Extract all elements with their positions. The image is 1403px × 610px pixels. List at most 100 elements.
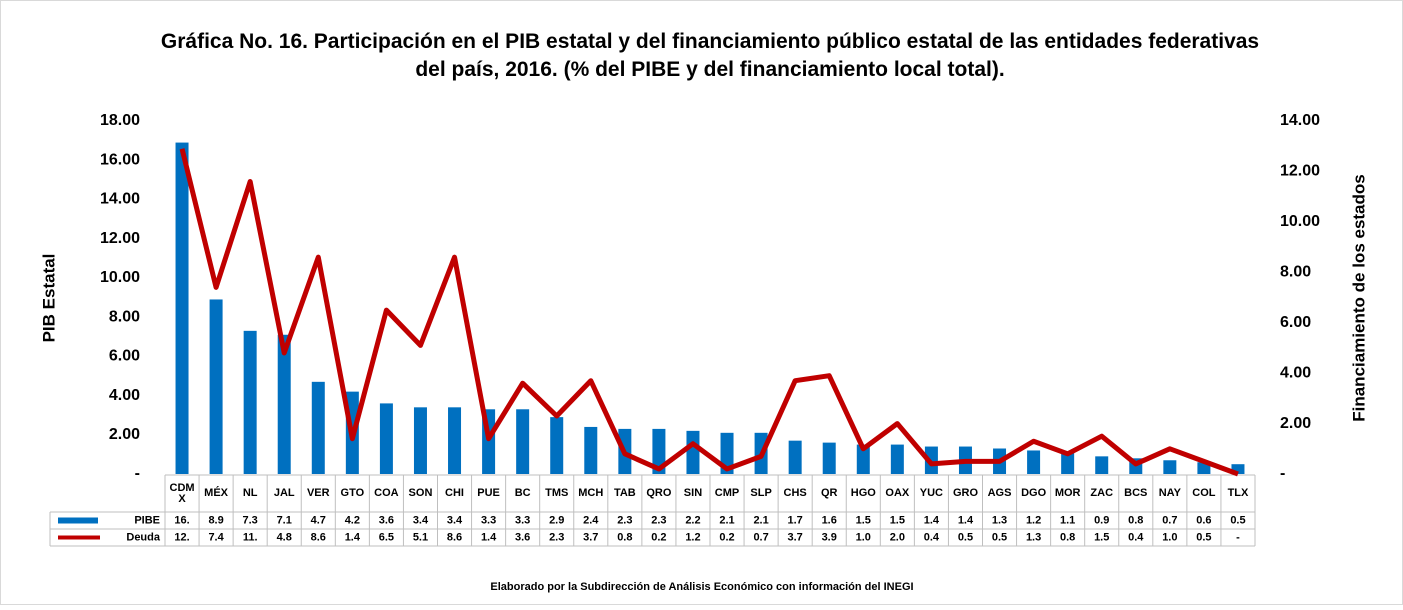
table-value: 5.1 — [413, 531, 428, 543]
table-value: 0.7 — [1162, 514, 1177, 526]
table-value: 1.3 — [1026, 531, 1041, 543]
x-tick-label: BC — [514, 487, 531, 499]
x-tick-label: SLP — [750, 487, 772, 499]
bar — [1163, 460, 1177, 474]
x-tick-label: ZAC — [1090, 487, 1114, 499]
category-cell: BC — [514, 487, 531, 499]
bar — [652, 428, 666, 474]
x-tick-label: QRO — [646, 487, 672, 499]
table-value: 0.5 — [1230, 514, 1245, 526]
bar — [1095, 456, 1109, 474]
table-value: 0.6 — [1196, 514, 1211, 526]
x-tick-label: JAL — [273, 487, 295, 499]
table-value: 8.9 — [208, 514, 223, 526]
x-tick-label: BCS — [1124, 487, 1148, 499]
category-cell: HGO — [850, 487, 876, 499]
title-box: Gráfica No. 16. Participación en el PIB … — [160, 30, 1260, 81]
table-value: 1.4 — [345, 531, 361, 543]
table-value: 0.8 — [1128, 514, 1143, 526]
category-cell: SIN — [683, 487, 703, 499]
category-cell: SLP — [750, 487, 772, 499]
category-cell: CMP — [714, 487, 740, 499]
table-value: 6.5 — [379, 531, 394, 543]
x-tick-label: MOR — [1054, 487, 1081, 499]
table-value: 0.8 — [617, 531, 632, 543]
y2-tick-label: 12.00 — [1280, 163, 1320, 180]
table-value: 0.5 — [1196, 531, 1211, 543]
bar — [686, 430, 700, 474]
y2-axis-title: Financiamiento de los estados — [1349, 174, 1368, 422]
table-value: 7.3 — [243, 514, 258, 526]
bar — [209, 299, 223, 474]
table-value: 8.6 — [447, 531, 462, 543]
x-tick-label: QR — [820, 487, 838, 499]
chart-title: Gráfica No. 16. Participación en el PIB … — [160, 30, 1260, 81]
table-value: 1.2 — [1026, 514, 1041, 526]
bar — [890, 444, 904, 474]
x-tick-label: YUC — [919, 487, 944, 499]
legend-label: PIBE — [134, 514, 160, 526]
table-value: 2.3 — [549, 531, 564, 543]
table-value: 1.4 — [924, 514, 940, 526]
x-tick-label: NL — [242, 487, 258, 499]
category-cell: GTO — [340, 487, 365, 499]
x-tick-label: SIN — [683, 487, 703, 499]
bar — [1231, 464, 1245, 474]
table-value: 2.0 — [890, 531, 905, 543]
line — [179, 148, 1239, 477]
table-value: 1.0 — [1162, 531, 1177, 543]
table-value: 2.3 — [617, 514, 632, 526]
x-tick-label: COL — [1192, 487, 1216, 499]
x-tick-label: VER — [306, 487, 330, 499]
bar — [550, 417, 564, 474]
bar — [516, 409, 530, 474]
y2-tick-label: - — [1280, 465, 1285, 482]
table-value: - — [1236, 531, 1240, 543]
table-value: 1.6 — [822, 514, 837, 526]
table-value: 7.4 — [208, 531, 224, 543]
category-cell: JAL — [273, 487, 295, 499]
category-cell: TLX — [1227, 487, 1249, 499]
y2-tick-label: 14.00 — [1280, 112, 1320, 129]
x-tick-label: TLX — [1227, 487, 1249, 499]
bar — [1061, 452, 1075, 474]
legend-label: Deuda — [126, 531, 161, 543]
category-cell: BCS — [1124, 487, 1148, 499]
table-value: 7.1 — [277, 514, 292, 526]
x-tick-label: PUE — [477, 487, 500, 499]
category-cell: VER — [306, 487, 330, 499]
bar — [1027, 450, 1041, 474]
x-tick-label: HGO — [850, 487, 876, 499]
y-tick-label: 8.00 — [109, 308, 140, 325]
category-cell: COA — [374, 488, 398, 499]
x-tick-label: TAB — [613, 487, 636, 499]
x-tick-label: MÉX — [204, 487, 229, 499]
x-tick-label: GTO — [340, 487, 365, 499]
y-tick-label: 16.00 — [100, 151, 140, 168]
table-value: 4.8 — [277, 531, 292, 543]
table-value: 0.4 — [924, 531, 940, 543]
category-cell: ZAC — [1090, 487, 1114, 499]
table-value: 2.1 — [719, 514, 734, 526]
legend-key — [58, 517, 98, 524]
table-value: 0.8 — [1060, 531, 1075, 543]
x-tick-label: CHI — [445, 487, 464, 499]
y-axis-title: PIB Estatal — [39, 254, 58, 343]
x-tick-label: CDMX — [169, 481, 195, 505]
category-cell: CDMX — [169, 481, 195, 505]
y2-tick-label: 6.00 — [1280, 314, 1311, 331]
bar — [822, 442, 836, 474]
x-tick-label: CHS — [783, 487, 807, 499]
table-value: 3.7 — [788, 531, 803, 543]
table-value: 3.3 — [515, 514, 530, 526]
table-value: 4.7 — [311, 514, 326, 526]
table-value: 0.5 — [992, 531, 1007, 543]
x-tick-label: CMP — [714, 487, 740, 499]
bar — [1197, 462, 1211, 474]
table-value: 4.2 — [345, 514, 360, 526]
table-value: 8.6 — [311, 531, 326, 543]
table-value: 1.5 — [856, 514, 871, 526]
category-cell: NL — [242, 487, 258, 499]
bar — [448, 407, 462, 474]
